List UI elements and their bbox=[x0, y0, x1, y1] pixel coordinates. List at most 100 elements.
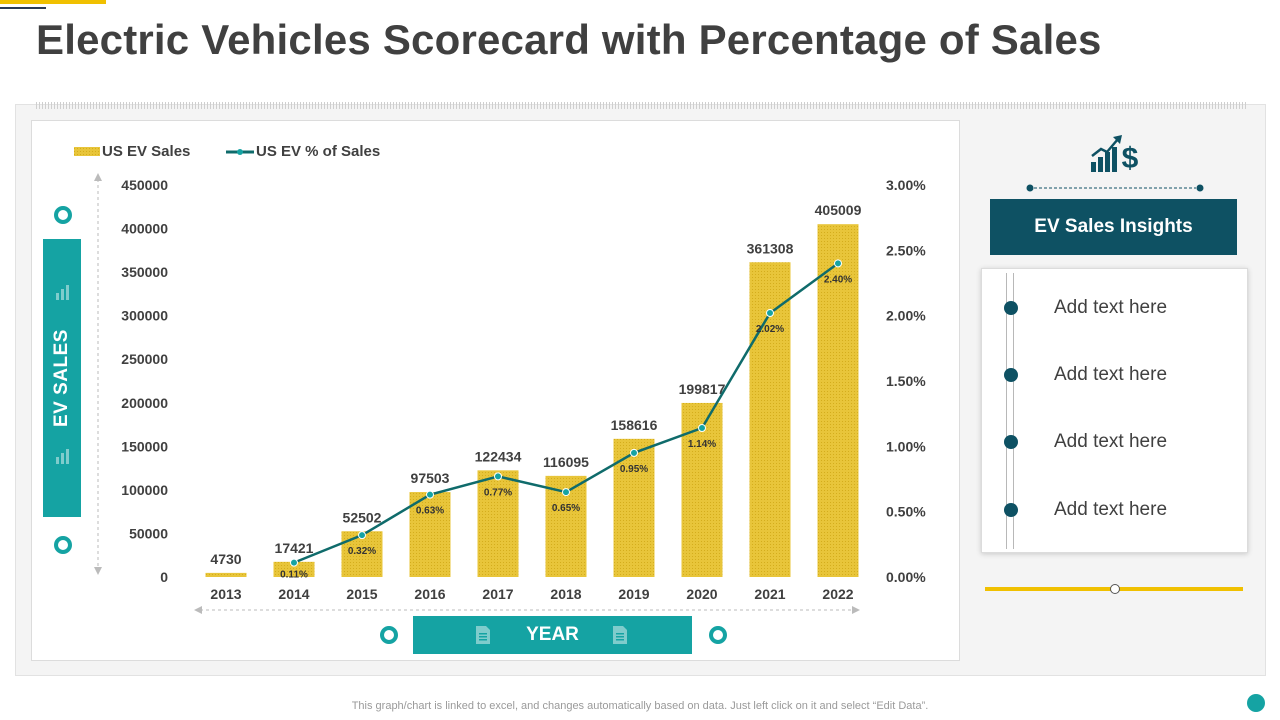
x-tick-label: 2014 bbox=[278, 586, 309, 602]
percent-value-label: 2.40% bbox=[824, 274, 852, 285]
x-tick-label: 2018 bbox=[550, 586, 581, 602]
bar-2013 bbox=[205, 572, 247, 577]
timeline-line bbox=[1006, 273, 1007, 549]
x-tick-label: 2013 bbox=[210, 586, 241, 602]
bar-value-label: 405009 bbox=[815, 202, 862, 218]
percent-value-label: 2.02% bbox=[756, 324, 784, 335]
bullet-dot bbox=[1004, 435, 1018, 449]
x-tick-label: 2019 bbox=[618, 586, 649, 602]
ring-icon bbox=[54, 536, 72, 554]
y2-tick-label: 2.50% bbox=[886, 242, 926, 258]
y-tick-label: 350000 bbox=[121, 264, 168, 280]
legend-label-percent: US EV % of Sales bbox=[256, 143, 380, 160]
insight-item[interactable]: Add text here bbox=[982, 293, 1247, 323]
percent-value-label: 0.65% bbox=[552, 503, 580, 514]
insight-text[interactable]: Add text here bbox=[1054, 431, 1168, 452]
chart-card[interactable]: US EV Sales US EV % of Sales 0 50000 100000 1… bbox=[31, 120, 960, 661]
y-tick-label: 100000 bbox=[121, 482, 168, 498]
insight-text[interactable]: Add text here bbox=[1054, 499, 1168, 520]
y-tick-label: 200000 bbox=[121, 395, 168, 411]
y-tick-label: 150000 bbox=[121, 438, 168, 454]
y-axis-label-box: EV SALES bbox=[43, 239, 81, 517]
y-axis-arrow-tail bbox=[94, 567, 102, 575]
percent-point-2021 bbox=[766, 309, 774, 318]
bar-value-label: 4730 bbox=[210, 551, 241, 567]
dotted-connector bbox=[1026, 184, 1204, 192]
bullet-dot bbox=[1004, 368, 1018, 382]
bar-value-label: 199817 bbox=[679, 381, 726, 397]
y2-tick-label: 1.50% bbox=[886, 373, 926, 389]
insights-card: Add text here Add text here Add text her… bbox=[981, 268, 1248, 553]
insight-item[interactable]: Add text here bbox=[982, 427, 1247, 457]
y-tick-label: 250000 bbox=[121, 351, 168, 367]
x-tick-label: 2020 bbox=[686, 586, 717, 602]
bar-chart-icon bbox=[56, 285, 69, 300]
x-tick-label: 2022 bbox=[822, 586, 853, 602]
insights-header: EV Sales Insights bbox=[990, 199, 1237, 255]
bar-value-label: 158616 bbox=[611, 417, 658, 433]
bar-2019 bbox=[613, 438, 655, 577]
y-tick-label: 0 bbox=[160, 569, 168, 585]
legend-label-sales: US EV Sales bbox=[102, 143, 190, 160]
x-axis-arrow-head bbox=[194, 606, 202, 614]
percent-point-2022 bbox=[834, 259, 842, 268]
bar-value-label: 116095 bbox=[543, 454, 589, 470]
bar-chart-icon bbox=[56, 449, 69, 464]
page-title: Electric Vehicles Scorecard with Percent… bbox=[36, 16, 1102, 63]
percent-point-2019 bbox=[630, 448, 638, 457]
ring-icon bbox=[709, 626, 727, 644]
x-axis-label-box: YEAR bbox=[413, 616, 692, 654]
percent-point-2018 bbox=[562, 488, 570, 497]
bar-value-label: 361308 bbox=[747, 240, 794, 256]
timeline-line bbox=[1013, 273, 1014, 549]
insight-text[interactable]: Add text here bbox=[1054, 364, 1168, 385]
bar-2022 bbox=[817, 224, 859, 577]
percent-point-2014 bbox=[290, 558, 298, 567]
ring-icon bbox=[54, 206, 72, 224]
x-axis-title: YEAR bbox=[526, 624, 579, 645]
insight-item[interactable]: Add text here bbox=[982, 495, 1247, 525]
percent-point-2020 bbox=[698, 424, 706, 433]
document-icon bbox=[476, 626, 490, 644]
bar-2017 bbox=[477, 470, 519, 577]
bar-value-label: 52502 bbox=[343, 509, 382, 525]
insight-item[interactable]: Add text here bbox=[982, 360, 1247, 390]
percent-point-2015 bbox=[358, 531, 366, 540]
bar-value-label: 122434 bbox=[475, 448, 522, 464]
insight-text[interactable]: Add text here bbox=[1054, 297, 1168, 318]
bullet-dot bbox=[1004, 503, 1018, 517]
x-tick-label: 2015 bbox=[346, 586, 377, 602]
bar-value-label: 17421 bbox=[275, 540, 314, 556]
y-tick-label: 400000 bbox=[121, 221, 168, 237]
top-accent-bar bbox=[0, 0, 106, 4]
document-icon bbox=[613, 626, 627, 644]
x-tick-label: 2021 bbox=[754, 586, 785, 602]
top-accent-line bbox=[0, 7, 46, 9]
percent-value-label: 0.77% bbox=[484, 487, 512, 498]
y2-tick-label: 2.00% bbox=[886, 308, 926, 324]
y-axis-arrow-head bbox=[94, 173, 102, 181]
bar-2014 bbox=[273, 561, 315, 577]
percent-value-label: 0.63% bbox=[416, 506, 444, 517]
bar-value-label: 97503 bbox=[411, 470, 450, 486]
x-tick-label: 2016 bbox=[414, 586, 445, 602]
y2-tick-label: 0.50% bbox=[886, 504, 926, 520]
bullet-dot bbox=[1004, 301, 1018, 315]
legend-line-marker bbox=[237, 149, 243, 155]
y2-tick-label: 1.00% bbox=[886, 438, 926, 454]
y-axis-title: EV SALES bbox=[51, 329, 72, 427]
percent-value-label: 0.11% bbox=[280, 570, 308, 581]
x-axis-arrow-tail bbox=[852, 606, 860, 614]
y-tick-label: 450000 bbox=[121, 177, 168, 193]
ring-icon bbox=[380, 626, 398, 644]
percent-point-2016 bbox=[426, 490, 434, 499]
hatch-divider bbox=[36, 102, 1246, 109]
ev-sales-chart[interactable]: US EV Sales US EV % of Sales 0 50000 100000 1… bbox=[32, 121, 961, 662]
percent-value-label: 0.32% bbox=[348, 546, 376, 557]
legend-bar-swatch bbox=[74, 147, 100, 156]
corner-dot bbox=[1247, 694, 1265, 712]
y2-tick-label: 0.00% bbox=[886, 569, 926, 585]
percent-value-label: 0.95% bbox=[620, 464, 648, 475]
bar-2016 bbox=[409, 492, 451, 577]
svg-text:$: $ bbox=[1122, 142, 1139, 174]
